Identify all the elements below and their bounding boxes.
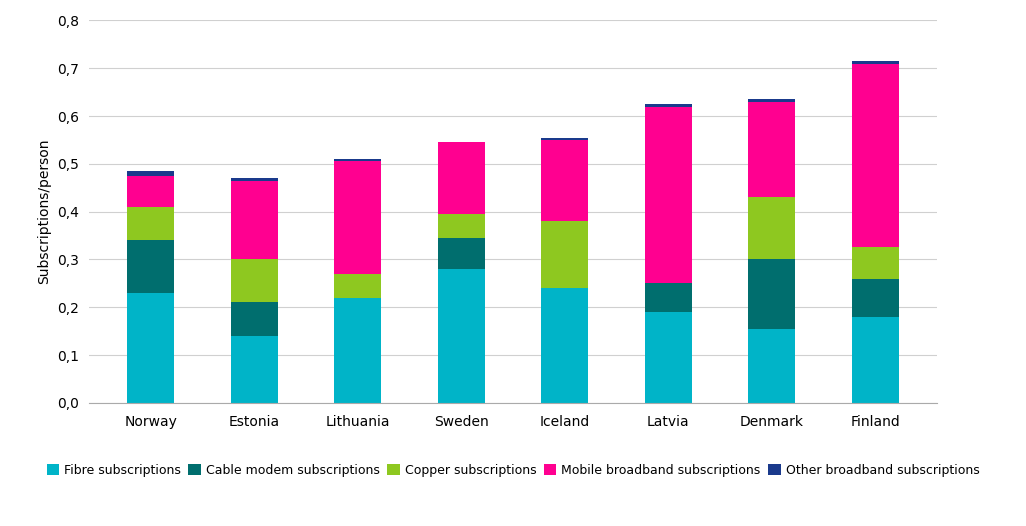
Bar: [334, 161, 381, 274]
Bar: [127, 240, 174, 293]
Bar: [542, 138, 588, 140]
Bar: [231, 178, 277, 180]
Bar: [231, 259, 277, 302]
Bar: [645, 107, 692, 284]
Bar: [542, 140, 588, 221]
Bar: [852, 248, 899, 279]
Bar: [438, 214, 484, 238]
Bar: [334, 274, 381, 298]
Bar: [749, 102, 795, 197]
Bar: [749, 197, 795, 259]
Bar: [438, 143, 484, 214]
Bar: [749, 99, 795, 102]
Bar: [231, 180, 277, 259]
Bar: [852, 61, 899, 64]
Bar: [127, 293, 174, 403]
Bar: [645, 312, 692, 403]
Bar: [127, 176, 174, 207]
Bar: [231, 302, 277, 336]
Bar: [542, 221, 588, 288]
Bar: [852, 317, 899, 403]
Bar: [127, 171, 174, 176]
Bar: [334, 159, 381, 161]
Bar: [749, 329, 795, 403]
Bar: [542, 288, 588, 403]
Bar: [645, 104, 692, 107]
Bar: [334, 298, 381, 403]
Bar: [231, 336, 277, 403]
Bar: [852, 279, 899, 317]
Bar: [749, 259, 795, 329]
Bar: [438, 269, 484, 403]
Y-axis label: Subscriptions/person: Subscriptions/person: [38, 139, 51, 285]
Bar: [645, 284, 692, 312]
Bar: [852, 64, 899, 248]
Bar: [438, 238, 484, 269]
Legend: Fibre subscriptions, Cable modem subscriptions, Copper subscriptions, Mobile bro: Fibre subscriptions, Cable modem subscri…: [42, 459, 984, 482]
Bar: [127, 207, 174, 240]
